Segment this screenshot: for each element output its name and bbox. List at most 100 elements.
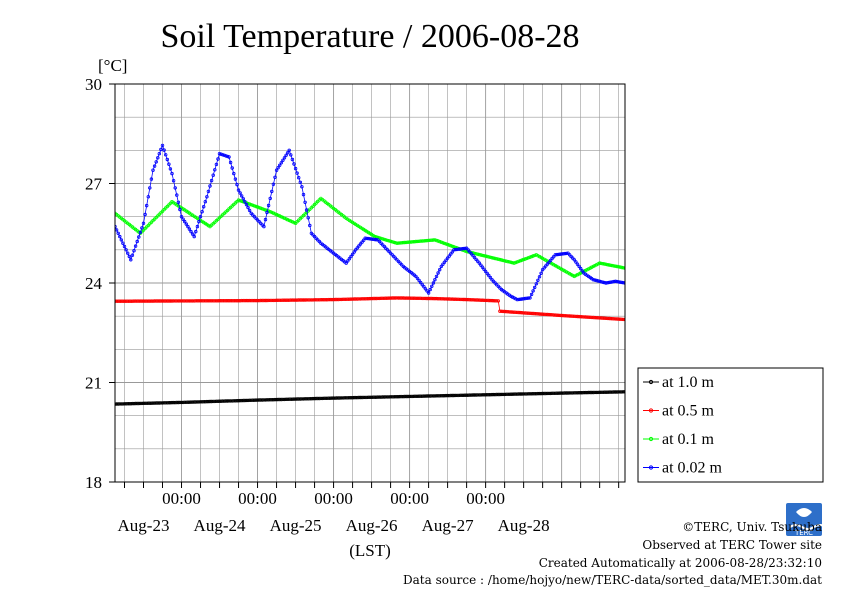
data-point bbox=[564, 391, 569, 395]
data-point bbox=[441, 394, 445, 398]
data-point bbox=[309, 298, 314, 302]
data-point bbox=[216, 157, 220, 161]
data-point bbox=[468, 393, 472, 397]
data-point bbox=[135, 401, 139, 406]
data-point bbox=[444, 258, 448, 262]
data-point bbox=[343, 396, 347, 400]
data-point bbox=[376, 296, 380, 301]
data-point bbox=[561, 252, 565, 256]
data-point bbox=[214, 162, 219, 167]
data-point bbox=[588, 390, 592, 395]
data-point bbox=[197, 299, 201, 303]
x-time-label: 00:00 bbox=[314, 489, 353, 508]
data-point bbox=[116, 299, 120, 303]
data-point bbox=[306, 397, 310, 401]
data-point bbox=[363, 395, 367, 400]
data-point bbox=[228, 299, 233, 303]
data-point bbox=[273, 397, 277, 402]
data-point bbox=[228, 160, 233, 165]
data-point bbox=[548, 313, 553, 317]
data-point bbox=[203, 299, 207, 303]
data-point bbox=[119, 238, 123, 242]
data-point bbox=[325, 298, 329, 302]
data-point bbox=[574, 391, 578, 395]
data-point bbox=[525, 296, 529, 300]
data-point bbox=[488, 275, 493, 280]
data-point bbox=[239, 298, 244, 303]
data-point bbox=[575, 391, 580, 395]
data-point bbox=[211, 399, 215, 404]
data-point bbox=[279, 397, 283, 402]
data-point bbox=[496, 392, 500, 397]
data-point bbox=[365, 236, 369, 241]
data-point bbox=[363, 297, 367, 301]
data-point bbox=[357, 297, 361, 301]
data-point bbox=[401, 394, 405, 399]
data-point bbox=[423, 296, 428, 301]
data-point bbox=[426, 394, 431, 398]
data-point bbox=[545, 391, 550, 396]
data-point bbox=[436, 394, 440, 398]
data-point bbox=[178, 207, 182, 212]
data-point bbox=[518, 392, 523, 396]
data-point bbox=[477, 393, 481, 397]
data-point bbox=[604, 390, 608, 394]
wave-icon bbox=[789, 524, 827, 530]
data-point bbox=[521, 392, 526, 396]
data-point bbox=[317, 298, 321, 302]
data-point bbox=[612, 317, 616, 321]
data-point bbox=[259, 298, 263, 303]
data-point bbox=[316, 396, 320, 401]
y-tick-label: 30 bbox=[85, 75, 102, 94]
data-point bbox=[510, 310, 515, 314]
data-point bbox=[246, 398, 250, 403]
data-point bbox=[230, 299, 234, 303]
data-point bbox=[254, 204, 258, 209]
data-point bbox=[610, 280, 614, 284]
data-point bbox=[488, 298, 493, 303]
data-point bbox=[620, 390, 624, 394]
data-point bbox=[171, 178, 176, 183]
data-point bbox=[596, 279, 600, 283]
data-point bbox=[118, 299, 122, 303]
data-point bbox=[479, 253, 483, 257]
data-point bbox=[360, 240, 364, 244]
data-point bbox=[282, 397, 287, 402]
data-point bbox=[195, 299, 200, 303]
data-point bbox=[149, 299, 154, 303]
data-point bbox=[219, 399, 223, 403]
data-point bbox=[263, 298, 268, 303]
data-point bbox=[444, 393, 448, 398]
data-point bbox=[149, 401, 154, 405]
data-point bbox=[336, 297, 340, 302]
data-point bbox=[515, 310, 519, 315]
data-point bbox=[607, 263, 611, 267]
data-point bbox=[281, 397, 285, 402]
data-point bbox=[377, 395, 382, 399]
data-point bbox=[521, 311, 526, 315]
data-point bbox=[617, 265, 621, 269]
data-point bbox=[385, 395, 390, 399]
data-point bbox=[127, 254, 131, 259]
data-point bbox=[594, 316, 599, 320]
data-point bbox=[417, 394, 421, 398]
data-point bbox=[293, 298, 298, 302]
data-point bbox=[496, 299, 500, 303]
data-point bbox=[271, 398, 276, 402]
data-point bbox=[555, 313, 559, 317]
data-point bbox=[476, 393, 480, 397]
data-point bbox=[506, 392, 510, 396]
data-point bbox=[327, 297, 331, 302]
data-point bbox=[583, 315, 588, 319]
data-point bbox=[540, 391, 545, 396]
data-point bbox=[480, 393, 485, 397]
data-point bbox=[430, 296, 434, 301]
data-point bbox=[548, 391, 553, 396]
data-point bbox=[125, 402, 130, 406]
data-point bbox=[335, 396, 339, 400]
data-point bbox=[392, 296, 396, 300]
data-point bbox=[130, 253, 135, 257]
data-point bbox=[396, 241, 401, 245]
series-at-0-5-m bbox=[115, 296, 625, 322]
data-point bbox=[612, 264, 616, 268]
